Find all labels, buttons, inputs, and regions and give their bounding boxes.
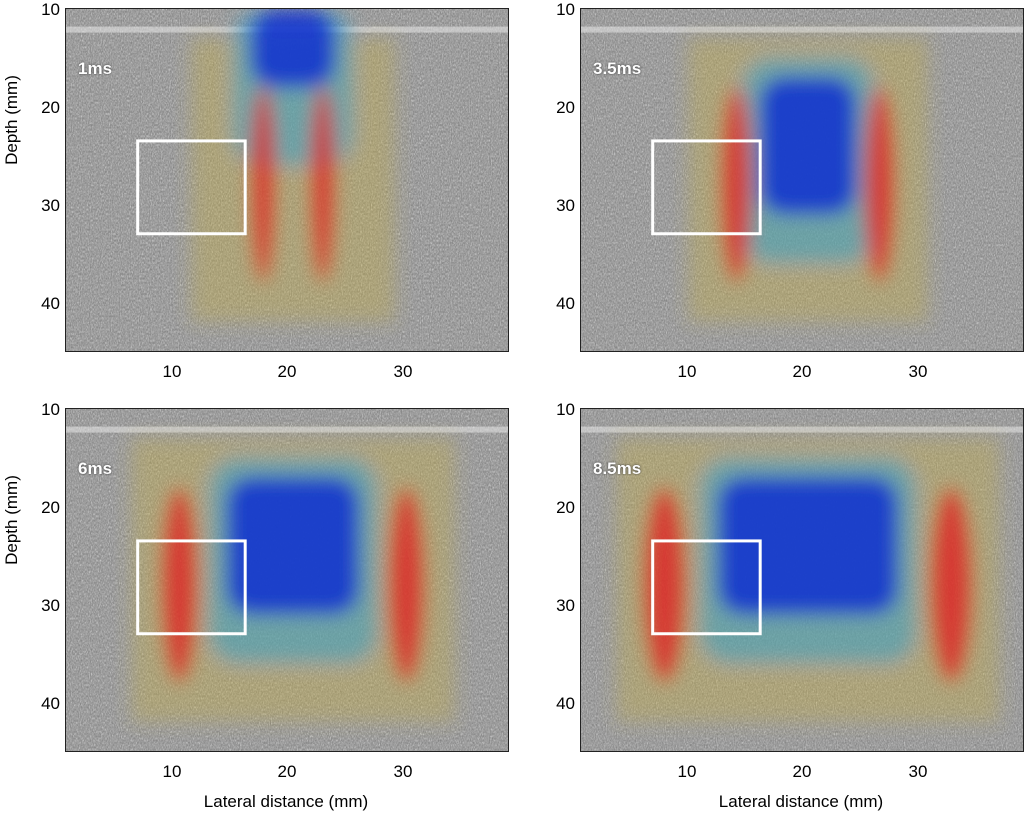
y-tick: 30: [41, 596, 60, 615]
x-tick: 20: [277, 762, 297, 781]
time-label: 3.5ms: [593, 59, 642, 78]
ultrasound-image: 6ms: [65, 408, 509, 752]
y-axis-label: Depth (mm): [2, 75, 21, 165]
x-tick: 30: [908, 762, 928, 781]
shear-wave-overlay: [616, 438, 1000, 722]
x-tick: 10: [162, 762, 182, 781]
y-tick: 20: [41, 498, 60, 517]
x-axis-label: Lateral distance (mm): [203, 792, 369, 811]
shear-wave-overlay: [688, 38, 928, 322]
x-tick: 20: [277, 362, 297, 381]
x-tick: 10: [677, 362, 697, 381]
y-tick: 30: [41, 196, 60, 215]
y-tick: 20: [556, 498, 575, 517]
y-tick: 10: [556, 0, 575, 19]
x-axis-label: Lateral distance (mm): [718, 792, 884, 811]
roi-box: [651, 539, 762, 636]
x-tick: 10: [162, 362, 182, 381]
skin-layer: [581, 426, 1023, 433]
y-tick: 40: [41, 294, 60, 313]
ultrasound-image: 8.5ms: [580, 408, 1024, 752]
y-tick: 20: [41, 98, 60, 117]
shear-wave-overlay: [191, 9, 395, 322]
y-tick: 30: [556, 196, 575, 215]
y-tick: 30: [556, 596, 575, 615]
x-tick: 20: [792, 762, 812, 781]
skin-layer: [66, 426, 508, 433]
shear-wave-overlay: [131, 438, 455, 722]
y-tick: 40: [556, 294, 575, 313]
y-tick: 10: [41, 0, 60, 19]
y-tick: 40: [41, 694, 60, 713]
x-tick: 30: [393, 362, 413, 381]
ultrasound-image: 1ms: [65, 8, 509, 352]
x-tick: 10: [677, 762, 697, 781]
roi-box: [136, 539, 247, 636]
y-tick: 40: [556, 694, 575, 713]
y-axis-label: Depth (mm): [2, 475, 21, 565]
roi-box: [136, 139, 247, 236]
time-label: 6ms: [78, 459, 113, 478]
y-tick: 10: [41, 400, 60, 419]
x-tick: 30: [393, 762, 413, 781]
time-label: 8.5ms: [593, 459, 642, 478]
skin-layer: [581, 26, 1023, 33]
time-label: 1ms: [78, 59, 113, 78]
x-tick: 20: [792, 362, 812, 381]
y-tick: 20: [556, 98, 575, 117]
x-tick: 30: [908, 362, 928, 381]
roi-box: [651, 139, 762, 236]
y-tick: 10: [556, 400, 575, 419]
ultrasound-image: 3.5ms: [580, 8, 1024, 352]
